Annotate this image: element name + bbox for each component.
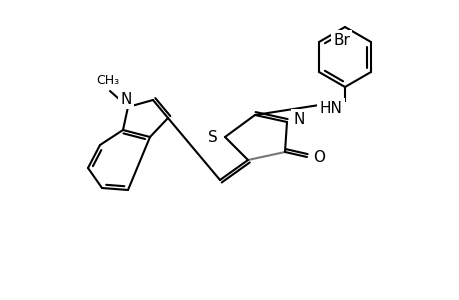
Text: S: S <box>207 130 218 145</box>
Text: N: N <box>120 92 131 106</box>
Text: N: N <box>293 112 304 127</box>
Text: HN: HN <box>319 100 341 116</box>
Text: O: O <box>312 149 325 164</box>
Text: CH₃: CH₃ <box>96 74 119 87</box>
Text: Br: Br <box>332 32 349 47</box>
